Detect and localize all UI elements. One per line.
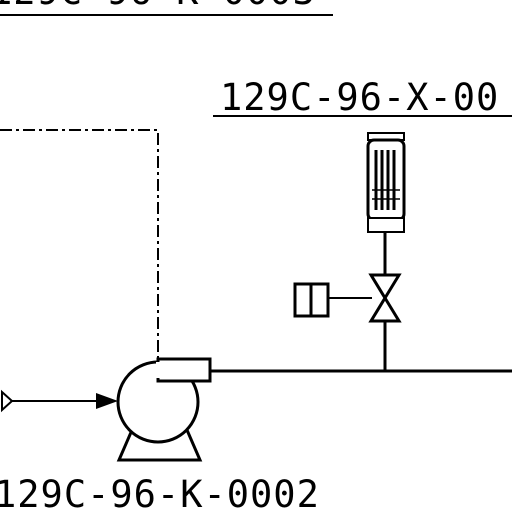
tag-top-label: 129C-96-K-0003 bbox=[0, 0, 316, 13]
control-valve-symbol bbox=[368, 273, 402, 323]
pump-symbol bbox=[116, 357, 212, 462]
actuator-box-symbol bbox=[293, 282, 372, 318]
tag-top-group: 129C-96-K-0003 bbox=[0, 0, 333, 16]
tag-pump-label: 129C-96-K-0002 bbox=[0, 473, 320, 512]
check-arrow-icon bbox=[96, 393, 118, 409]
filter-symbol bbox=[366, 132, 406, 233]
suction-line bbox=[0, 389, 118, 413]
tag-filter-label: 129C-96-X-00 bbox=[220, 76, 499, 119]
signal-line-dashdot bbox=[0, 129, 159, 358]
tag-filter-group: 129C-96-X-00 bbox=[213, 76, 512, 119]
